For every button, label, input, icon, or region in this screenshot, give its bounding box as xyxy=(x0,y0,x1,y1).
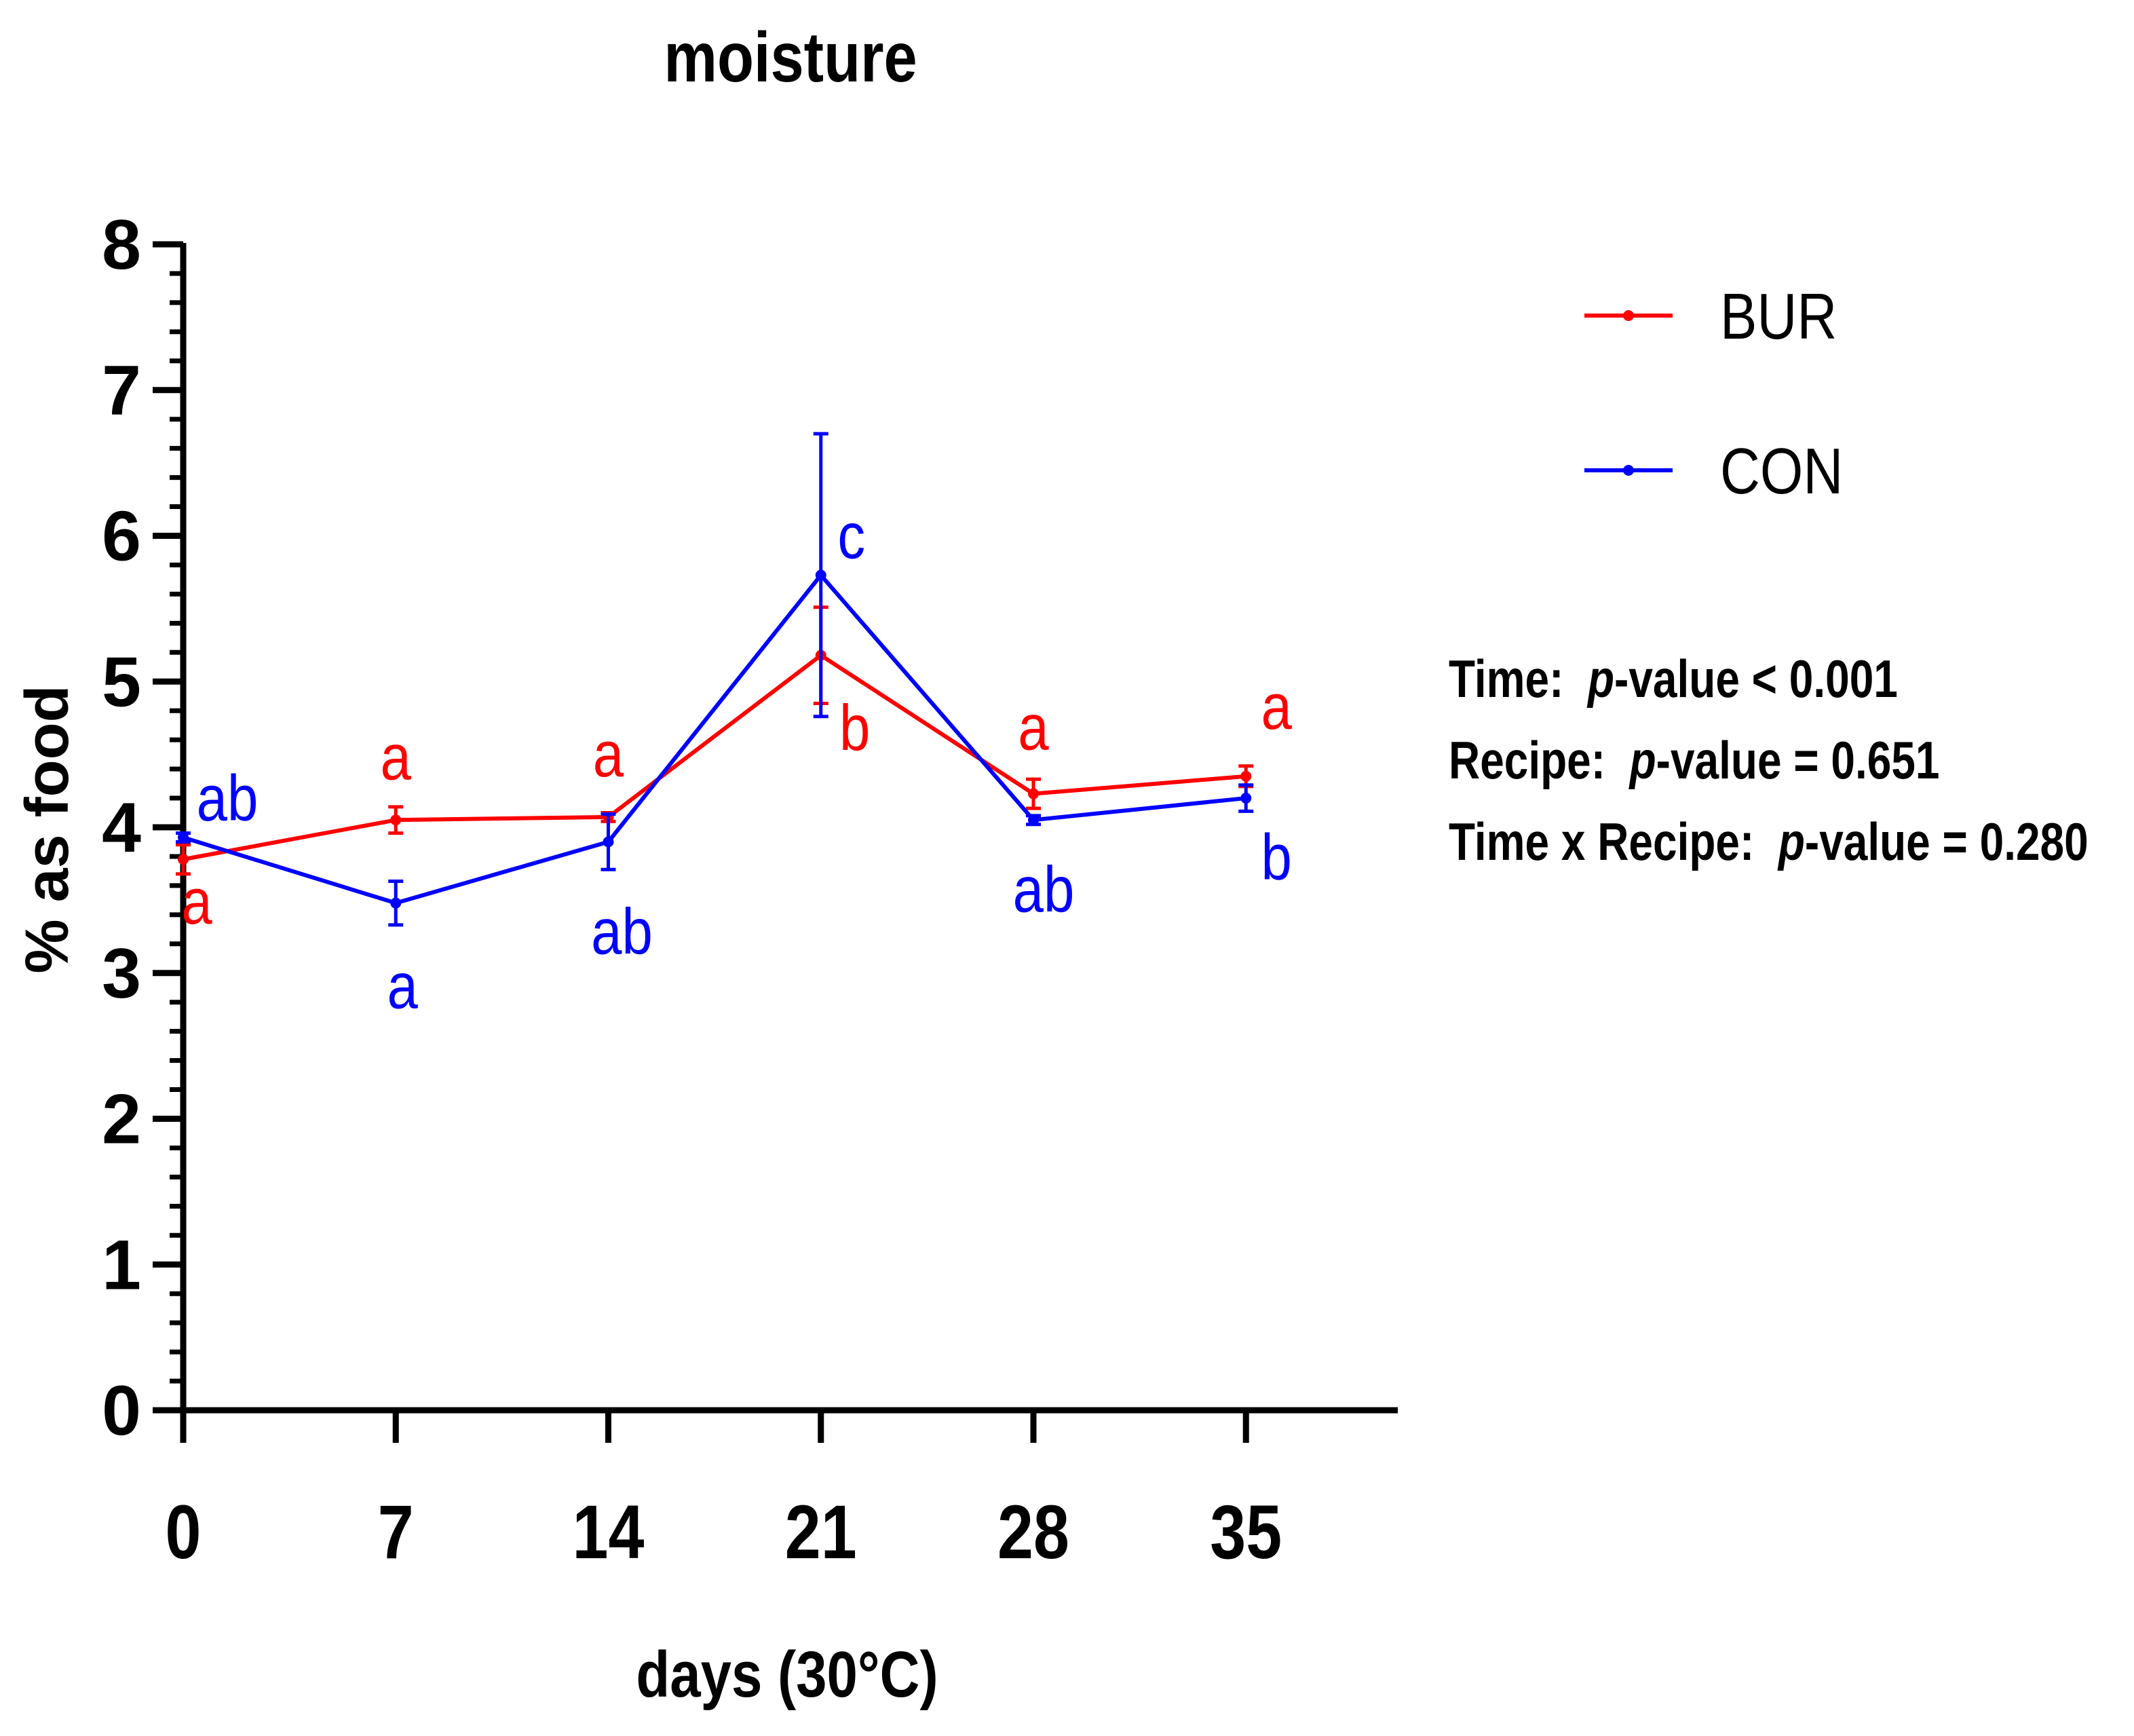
stat-interaction: Time x Recipe: p-value = 0.280 xyxy=(1449,811,2089,873)
stat-interaction-value: -value = 0.280 xyxy=(1804,812,2089,871)
y-tick-label: 5 xyxy=(102,643,141,721)
significance-letter: a xyxy=(181,865,212,938)
significance-letter: c xyxy=(837,499,865,572)
data-point xyxy=(1240,770,1252,782)
x-tick-label: 21 xyxy=(785,1490,857,1575)
x-tick-label: 0 xyxy=(166,1490,202,1575)
axes: 0 1 2 3 4 5 6 7 8 0 7 14 21 28 35 xyxy=(102,206,1398,1575)
significance-letter: a xyxy=(593,717,624,791)
y-tick-label: 8 xyxy=(102,206,141,284)
x-tick-label: 7 xyxy=(378,1490,414,1575)
y-tick-label: 0 xyxy=(102,1372,141,1450)
legend-label: CON xyxy=(1720,434,1843,508)
data-point xyxy=(1028,788,1039,799)
y-tick-label: 2 xyxy=(102,1080,141,1159)
stat-time-label: Time: xyxy=(1449,649,1564,709)
x-tick-label: 28 xyxy=(997,1490,1069,1575)
legend-marker xyxy=(1623,310,1634,321)
significance-letter: a xyxy=(381,720,412,793)
stat-recipe-value: -value = 0.651 xyxy=(1656,730,1940,790)
series-bur: aa a b a a xyxy=(176,605,1293,938)
data-point xyxy=(390,814,402,826)
data-point xyxy=(390,897,402,909)
y-tick-label: 6 xyxy=(102,497,141,576)
legend-marker xyxy=(1623,465,1634,476)
stat-time-value: -value < 0.001 xyxy=(1614,649,1898,709)
data-point xyxy=(1028,814,1039,826)
legend-label: BUR xyxy=(1720,280,1837,353)
data-point xyxy=(1240,793,1252,804)
significance-letter: b xyxy=(1261,820,1292,894)
x-axis-label: days (30°C) xyxy=(636,1638,938,1711)
data-point xyxy=(178,854,189,865)
data-point xyxy=(603,836,614,848)
significance-letter: a xyxy=(387,949,419,1022)
y-tick-label: 1 xyxy=(102,1226,141,1304)
data-point xyxy=(815,569,826,581)
y-axis-label: % as food xyxy=(14,685,81,973)
series-line xyxy=(183,653,1246,862)
data-point xyxy=(178,832,189,844)
stat-interaction-p: p xyxy=(1778,812,1805,871)
legend: BUR CON xyxy=(1584,280,1843,508)
series-line xyxy=(183,573,1246,905)
significance-letter: ab xyxy=(1013,852,1075,926)
stat-interaction-label: Time x Recipe: xyxy=(1449,812,1755,871)
y-tick-label: 3 xyxy=(102,935,141,1013)
significance-letter: ab xyxy=(591,894,653,968)
y-tick-label: 7 xyxy=(102,352,141,430)
stat-recipe-label: Recipe: xyxy=(1449,730,1606,790)
significance-letter: ab xyxy=(197,761,259,835)
stat-time-p: p xyxy=(1587,649,1615,709)
x-tick-label: 35 xyxy=(1210,1490,1282,1575)
x-tick-label: 14 xyxy=(573,1490,645,1575)
significance-letter: a xyxy=(1018,690,1049,763)
significance-letter: a xyxy=(1261,670,1293,743)
significance-letter: b xyxy=(839,691,870,764)
y-tick-label: 4 xyxy=(102,789,141,867)
stat-recipe: Recipe: p-value = 0.651 xyxy=(1449,730,1939,791)
stat-recipe-p: p xyxy=(1629,730,1656,790)
chart-title: moisture xyxy=(664,18,917,96)
stat-time: Time: p-value < 0.001 xyxy=(1449,648,1898,710)
